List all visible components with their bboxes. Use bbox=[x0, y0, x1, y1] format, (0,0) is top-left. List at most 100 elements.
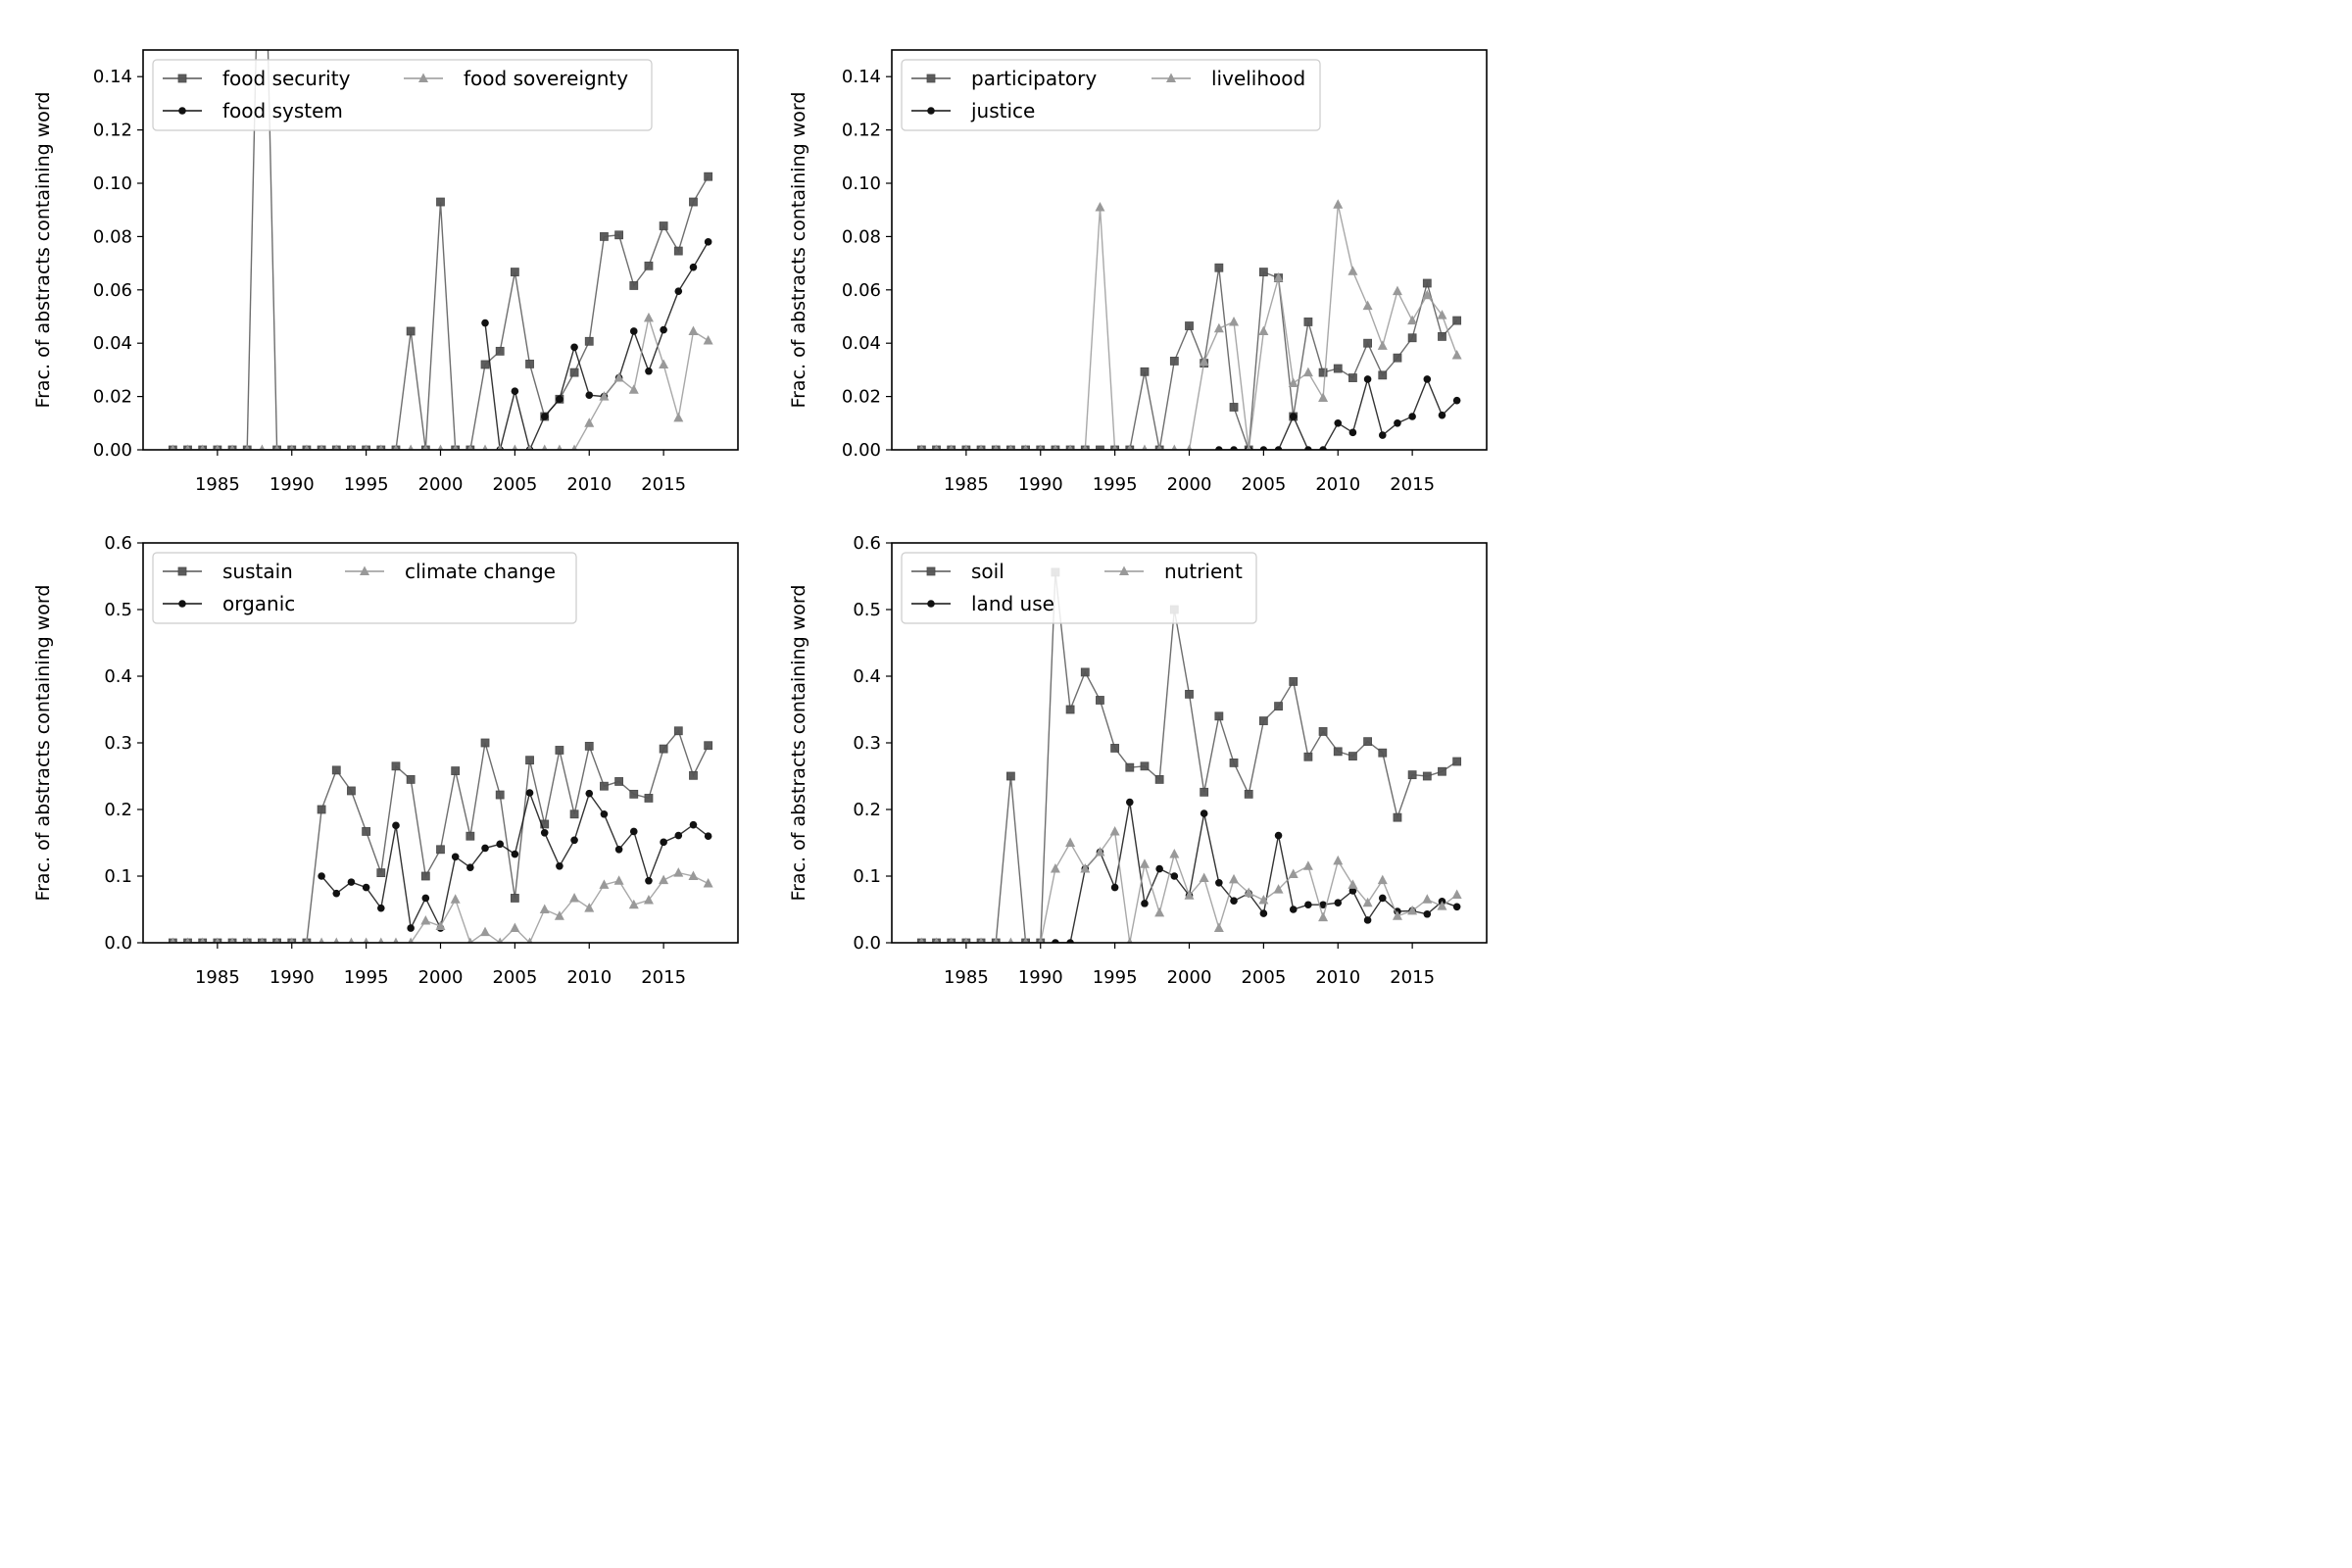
data-point-food-sovereignty bbox=[273, 444, 280, 450]
data-point-participatory bbox=[1438, 331, 1446, 341]
legend-box bbox=[152, 552, 577, 624]
data-point-climate-change bbox=[259, 937, 266, 943]
data-point-land-use bbox=[1452, 903, 1461, 911]
data-point-food-system bbox=[689, 263, 698, 271]
legend-label: livelihood bbox=[1211, 67, 1305, 90]
y-tick-label: 0.10 bbox=[842, 173, 881, 194]
data-point-justice bbox=[1423, 375, 1432, 383]
data-point-climate-change bbox=[435, 920, 446, 930]
data-point-land-use bbox=[1052, 939, 1059, 943]
data-point-sustain bbox=[420, 871, 430, 881]
data-point-nutrient bbox=[1199, 872, 1209, 883]
data-point-food-sovereignty bbox=[557, 444, 563, 450]
legend-marker bbox=[177, 74, 187, 83]
data-point-climate-change bbox=[613, 875, 624, 885]
data-point-food-system bbox=[481, 318, 489, 327]
data-point-organic bbox=[645, 876, 653, 885]
data-point-organic bbox=[660, 838, 667, 847]
data-point-livelihood bbox=[1082, 444, 1089, 450]
data-point-food-sovereignty bbox=[229, 444, 235, 450]
y-tick-label: 0.14 bbox=[842, 67, 881, 87]
legend-box bbox=[901, 59, 1321, 131]
data-point-food-sovereignty bbox=[393, 444, 399, 450]
data-point-organic bbox=[614, 846, 623, 854]
data-point-food-security bbox=[629, 281, 639, 290]
data-point-food-security bbox=[600, 231, 609, 241]
data-point-climate-change bbox=[584, 903, 595, 912]
data-point-food-sovereignty bbox=[304, 444, 310, 450]
y-tick-label: 0.6 bbox=[104, 533, 132, 554]
data-point-sustain bbox=[466, 831, 475, 841]
data-point-livelihood bbox=[1095, 201, 1105, 212]
data-point-livelihood bbox=[918, 444, 925, 450]
data-point-organic bbox=[362, 883, 370, 892]
data-point-participatory bbox=[1452, 316, 1462, 325]
subplot-4: 1985 1990 1995 2000 2005 2010 2015 0.0 0.1 0.2 0.3… bbox=[788, 533, 1488, 988]
legend-marker bbox=[178, 600, 186, 608]
data-point-livelihood bbox=[1142, 444, 1148, 450]
data-point-food-sovereignty bbox=[422, 444, 429, 450]
data-point-livelihood bbox=[1053, 444, 1058, 450]
legend-label: land use bbox=[971, 592, 1054, 615]
series-group bbox=[916, 567, 1462, 943]
data-point-organic bbox=[525, 789, 534, 797]
legend: soil land use nutrient bbox=[901, 552, 1257, 624]
data-point-food-sovereignty bbox=[659, 359, 669, 368]
data-point-food-sovereignty bbox=[526, 444, 533, 450]
data-point-climate-change bbox=[628, 899, 639, 909]
data-point-justice bbox=[1319, 446, 1327, 450]
y-tick-label: 0.02 bbox=[93, 387, 132, 408]
y-tick-label: 0.08 bbox=[842, 226, 881, 247]
series-line-justice bbox=[1218, 376, 1458, 450]
data-point-soil bbox=[1006, 771, 1015, 781]
data-point-nutrient bbox=[1126, 937, 1133, 943]
x-tick-label: 1995 bbox=[1093, 474, 1138, 495]
data-point-nutrient bbox=[1258, 894, 1269, 905]
data-point-climate-change bbox=[466, 937, 473, 943]
data-point-justice bbox=[1259, 446, 1268, 450]
data-point-climate-change bbox=[688, 870, 699, 880]
data-point-soil bbox=[1452, 757, 1462, 766]
data-point-climate-change bbox=[199, 937, 206, 943]
data-point-nutrient bbox=[962, 937, 969, 943]
data-point-nutrient bbox=[1139, 858, 1150, 868]
legend: participatory justice livelihood bbox=[901, 59, 1321, 131]
data-point-sustain bbox=[347, 786, 356, 796]
data-point-climate-change bbox=[673, 867, 684, 877]
data-point-nutrient bbox=[1407, 905, 1418, 915]
data-point-livelihood bbox=[1156, 444, 1163, 450]
data-point-sustain bbox=[525, 756, 534, 765]
data-point-justice bbox=[1363, 375, 1372, 383]
legend-marker bbox=[926, 74, 936, 83]
data-point-climate-change bbox=[244, 937, 251, 943]
data-point-sustain bbox=[614, 777, 623, 786]
data-point-land-use bbox=[1200, 809, 1208, 817]
data-point-soil bbox=[1348, 752, 1357, 760]
data-point-land-use bbox=[1319, 901, 1327, 909]
data-point-sustain bbox=[480, 738, 490, 748]
data-point-nutrient bbox=[993, 937, 1000, 943]
data-point-organic bbox=[689, 820, 698, 829]
data-point-food-sovereignty bbox=[363, 444, 369, 450]
data-point-soil bbox=[1363, 737, 1372, 747]
y-tick-label: 0.2 bbox=[104, 800, 132, 820]
data-point-livelihood bbox=[1229, 316, 1240, 326]
data-point-nutrient bbox=[1080, 863, 1091, 873]
data-point-sustain bbox=[376, 868, 386, 877]
data-point-livelihood bbox=[1348, 266, 1358, 275]
data-point-climate-change bbox=[318, 937, 324, 943]
x-tick-label: 2005 bbox=[1241, 474, 1286, 495]
data-point-food-sovereignty bbox=[584, 417, 595, 427]
data-point-sustain bbox=[629, 789, 639, 799]
data-point-livelihood bbox=[1362, 300, 1373, 311]
data-point-climate-change bbox=[170, 937, 176, 943]
subplot-2: 1985 1990 1995 2000 2005 2010 2015 0.00 0.02 0.04… bbox=[788, 49, 1488, 495]
subplot-1: 1985 1990 1995 2000 2005 2010 2015 0.00 0.02 0.04… bbox=[32, 49, 739, 495]
data-point-climate-change bbox=[363, 937, 369, 943]
data-point-livelihood bbox=[1007, 444, 1014, 450]
data-point-livelihood bbox=[993, 444, 1000, 450]
data-point-participatory bbox=[1378, 370, 1388, 380]
data-point-justice bbox=[1452, 396, 1461, 405]
y-tick-label: 0.0 bbox=[853, 933, 881, 954]
data-point-sustain bbox=[495, 790, 505, 800]
